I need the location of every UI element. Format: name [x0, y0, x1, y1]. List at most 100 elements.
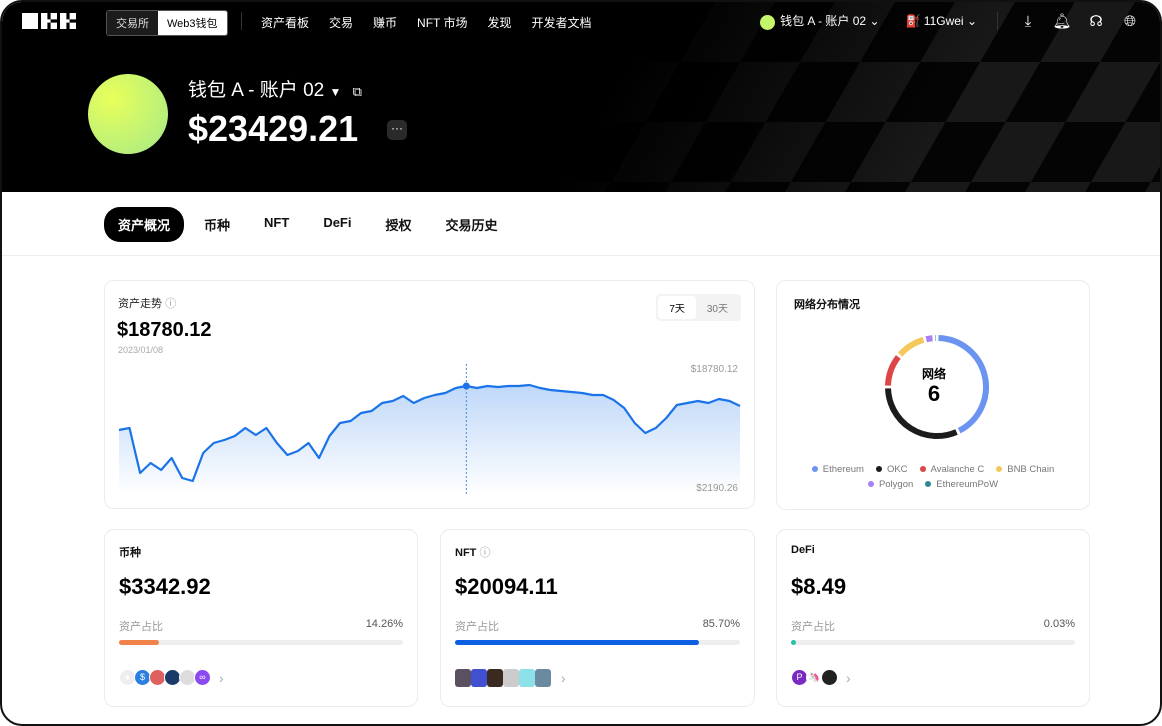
- card-title: NFT ⓘ: [455, 547, 491, 559]
- mode-exchange[interactable]: 交易所: [107, 11, 158, 35]
- legend-dot: [919, 466, 926, 472]
- tab-overview[interactable]: 资产概况: [104, 207, 185, 242]
- asset-icon: [487, 669, 503, 687]
- nav-link-docs[interactable]: 开发者文档: [531, 16, 592, 30]
- account-selector[interactable]: 钱包 A - 账户 02 ⌄: [760, 12, 880, 30]
- chevron-right-icon[interactable]: ›: [219, 669, 224, 686]
- card-value: $3342.92: [119, 574, 211, 599]
- ratio-progress-bar: [455, 640, 740, 645]
- legend-dot: [875, 466, 882, 472]
- tab-history[interactable]: 交易历史: [445, 218, 498, 233]
- trend-title: 资产走势 ⓘ: [118, 298, 177, 310]
- card-value: $8.49: [791, 574, 847, 599]
- globe-icon[interactable]: 🌐︎: [1123, 12, 1136, 30]
- summary-card: 币种 $3342.92 资产占比 14.26% ♦ $ ∞ ›: [104, 529, 418, 707]
- donut-slice[interactable]: [885, 388, 958, 439]
- tab-tokens[interactable]: 币种: [204, 218, 231, 233]
- legend-item[interactable]: EthereumPoW: [925, 479, 998, 490]
- legend-item[interactable]: BNB Chain: [996, 464, 1054, 475]
- range-30d[interactable]: 30天: [706, 304, 728, 315]
- ratio-label: 资产占比: [455, 621, 499, 633]
- legend-item[interactable]: OKC: [875, 464, 908, 475]
- summary-card: NFT ⓘ $20094.11 资产占比 85.70% ›: [440, 529, 755, 707]
- asset-icons[interactable]: ›: [455, 669, 566, 687]
- info-icon[interactable]: ⓘ: [165, 298, 177, 310]
- trend-chart[interactable]: [105, 281, 756, 510]
- top-nav: 交易所 Web3钱包 资产看板 交易 赚币 NFT 市场 发现 开发者文档 钱包…: [2, 2, 1160, 40]
- max-label: $18780.12: [690, 364, 738, 375]
- wallet-name: 钱包 A - 账户 02: [188, 80, 325, 101]
- more-button[interactable]: ···: [387, 120, 407, 140]
- donut-slice[interactable]: [885, 355, 901, 386]
- trend-area: [119, 385, 740, 495]
- tab-bar: 资产概况 币种 NFT DeFi 授权 交易历史: [104, 207, 518, 242]
- ratio-label: 资产占比: [791, 621, 835, 633]
- asset-icon: [535, 669, 551, 687]
- nav-link-nft-market[interactable]: NFT 市场: [417, 16, 468, 30]
- donut-slice[interactable]: [938, 335, 989, 434]
- card-value: $20094.11: [455, 574, 558, 599]
- legend-item[interactable]: Polygon: [867, 479, 913, 490]
- ratio-progress-bar: [791, 640, 1075, 645]
- nav-link-earn[interactable]: 赚币: [373, 16, 398, 30]
- gas-value: 11Gwei: [923, 14, 964, 28]
- tab-nft[interactable]: NFT: [264, 215, 290, 230]
- nav-link-trade[interactable]: 交易: [329, 16, 354, 30]
- legend: Ethereum OKC Avalanche C BNB Chain Polygon Et…: [797, 464, 1069, 490]
- caret-down-icon: ▼: [329, 85, 342, 99]
- chevron-down-icon: ⌄: [869, 14, 880, 29]
- network-title: 网络分布情况: [794, 299, 860, 311]
- total-balance: $23429.21: [188, 108, 359, 149]
- card-title: DeFi: [791, 544, 815, 556]
- network-donut-chart[interactable]: [777, 281, 1091, 511]
- gas-pump-icon: ⛽: [905, 14, 921, 28]
- asset-icon: [821, 669, 838, 686]
- asset-icons[interactable]: ♦ $ ∞ ›: [119, 669, 224, 686]
- divider: [2, 255, 1160, 256]
- divider: [241, 12, 242, 30]
- okx-logo[interactable]: [22, 13, 76, 29]
- copy-icon[interactable]: ⧉: [352, 84, 362, 99]
- tab-approvals[interactable]: 授权: [385, 218, 412, 233]
- progress-fill: [455, 640, 700, 645]
- gas-selector[interactable]: ⛽ 11Gwei ⌄: [906, 14, 978, 28]
- account-name: 钱包 A - 账户 02: [780, 14, 867, 29]
- range-7d[interactable]: 7天: [658, 296, 696, 319]
- donut-center-label: 网络: [921, 367, 946, 381]
- chevron-right-icon[interactable]: ›: [561, 670, 566, 686]
- donut-slice[interactable]: [897, 337, 925, 357]
- asset-icons[interactable]: P 🦄 ›: [791, 669, 851, 686]
- account-avatar: [760, 14, 776, 30]
- asset-icon: [519, 669, 535, 687]
- tab-defi[interactable]: DeFi: [323, 215, 352, 230]
- nav-link-discover[interactable]: 发现: [487, 16, 512, 30]
- wallet-name-selector[interactable]: 钱包 A - 账户 02 ▼ ⧉: [188, 75, 362, 102]
- ratio-value: 0.03%: [1043, 618, 1075, 630]
- legend-item[interactable]: Ethereum: [811, 464, 864, 475]
- wallet-avatar: [88, 74, 168, 154]
- info-icon[interactable]: ⓘ: [479, 547, 491, 559]
- ratio-value: 14.26%: [365, 618, 403, 630]
- trend-value: $18780.12: [117, 319, 212, 341]
- chevron-down-icon: ⌄: [966, 14, 977, 28]
- headset-icon[interactable]: ☊: [1089, 13, 1103, 30]
- network-card: 网络分布情况 网络 6 Ethereum OKC Avalanche C BNB Ch…: [776, 280, 1090, 510]
- header-banner: 交易所 Web3钱包 资产看板 交易 赚币 NFT 市场 发现 开发者文档 钱包…: [2, 2, 1160, 192]
- progress-fill: [791, 640, 796, 645]
- highlight-point[interactable]: [462, 382, 470, 390]
- chevron-right-icon[interactable]: ›: [846, 669, 851, 686]
- bell-icon[interactable]: 🔔︎: [1052, 13, 1072, 30]
- divider: [997, 12, 998, 30]
- donut-slice[interactable]: [925, 335, 933, 343]
- legend-dot: [867, 481, 874, 487]
- asset-icon: ∞: [194, 669, 211, 686]
- network-count: 6: [927, 381, 941, 406]
- legend-item[interactable]: Avalanche C: [919, 464, 984, 475]
- legend-dot: [811, 466, 818, 472]
- mode-web3-wallet[interactable]: Web3钱包: [158, 11, 227, 35]
- download-icon[interactable]: ⤓: [1024, 12, 1032, 30]
- range-switch: 7天 30天: [656, 294, 741, 321]
- nav-link-dashboard[interactable]: 资产看板: [261, 16, 310, 30]
- card-title: 币种: [119, 547, 141, 559]
